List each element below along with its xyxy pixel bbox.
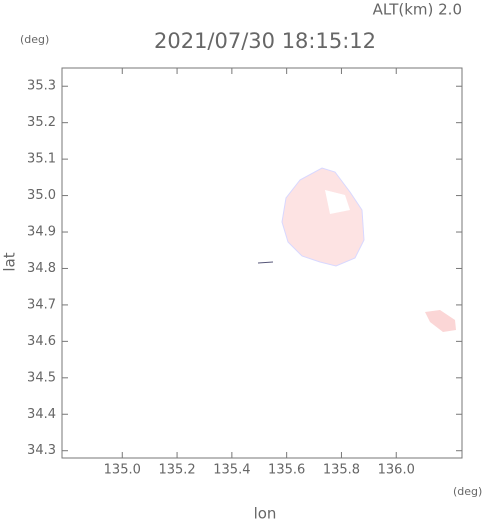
altitude-label: ALT(km) 2.0 [373,1,462,19]
x-tick-label: 135.2 [158,463,195,478]
echo-small [425,310,456,332]
chart-title: 2021/07/30 18:15:12 [154,29,376,53]
x-tick-label: 135.0 [104,463,141,478]
x-tick-label: 135.8 [323,463,360,478]
y-tick-label: 35.1 [27,152,56,167]
y-tick-label: 34.4 [27,407,56,422]
y-tick-label: 34.8 [27,261,56,276]
x-tick-label: 136.0 [378,463,415,478]
y-tick-label: 34.5 [27,370,56,385]
y-tick-label: 34.3 [27,443,56,458]
y-axis-label: lat [1,252,19,271]
x-unit: (deg) [453,485,482,498]
echo-region [257,167,456,332]
x-tick-label: 135.6 [268,463,305,478]
y-tick-label: 35.2 [27,115,56,130]
echo-gap [325,190,350,214]
x-tick-label: 135.4 [213,463,250,478]
plot-frame [61,67,463,459]
echo-main [281,167,365,267]
y-tick-label: 34.6 [27,334,56,349]
y-tick-label: 34.9 [27,225,56,240]
x-axis-label: lon [254,505,277,521]
echo-trace [257,261,274,264]
y-tick-label: 35.0 [27,188,56,203]
y-tick-label: 35.3 [27,79,56,94]
y-tick-label: 34.7 [27,297,56,312]
y-unit: (deg) [20,33,49,46]
